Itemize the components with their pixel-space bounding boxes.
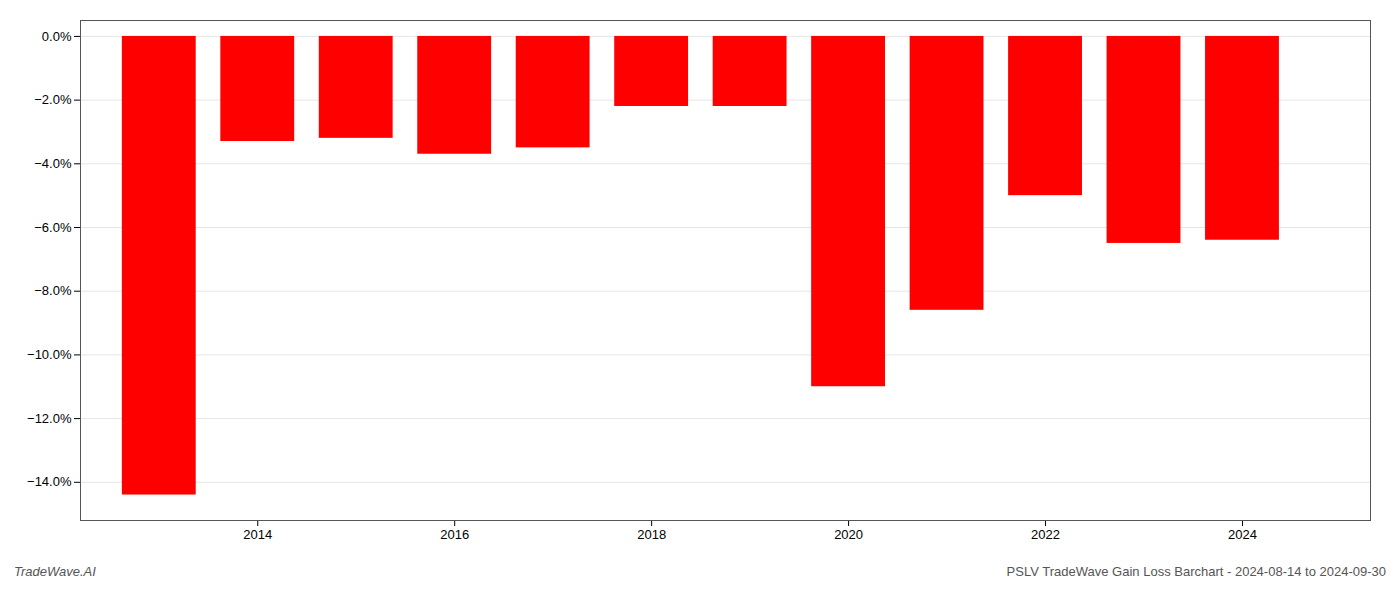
svg-text:2016: 2016 <box>440 527 469 542</box>
svg-text:2018: 2018 <box>637 527 666 542</box>
svg-text:2022: 2022 <box>1031 527 1060 542</box>
html-text:PSLV TradeWave Gain Loss Barch: PSLV TradeWave Gain Loss Barchart - 2024… <box>1006 564 1386 579</box>
html-text:TradeWave.AI: TradeWave.AI <box>14 564 96 579</box>
svg-text:−2.0%: −2.0% <box>34 92 72 107</box>
svg-text:2024: 2024 <box>1228 527 1257 542</box>
svg-text:−8.0%: −8.0% <box>34 283 72 298</box>
svg-text:−4.0%: −4.0% <box>34 156 72 171</box>
svg-text:−14.0%: −14.0% <box>27 474 72 489</box>
svg-text:−6.0%: −6.0% <box>34 220 72 235</box>
svg-text:−12.0%: −12.0% <box>27 411 72 426</box>
svg-text:−10.0%: −10.0% <box>27 347 72 362</box>
svg-text:2014: 2014 <box>243 527 272 542</box>
svg-text:2020: 2020 <box>834 527 863 542</box>
svg-text:0.0%: 0.0% <box>42 29 72 44</box>
